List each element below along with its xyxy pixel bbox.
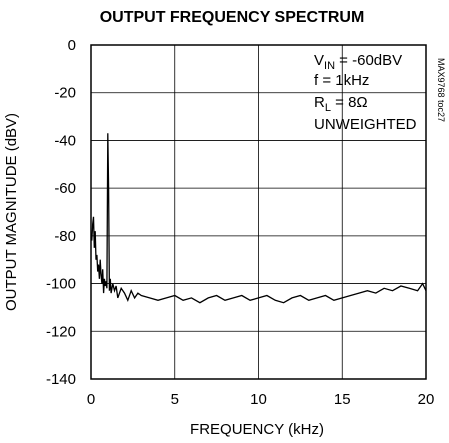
annotation-load: RL = 8Ω [314, 94, 368, 114]
annotation-vin: VIN = -60dBV [314, 52, 402, 72]
chart-title: OUTPUT FREQUENCY SPECTRUM [100, 9, 365, 26]
x-tick-label: 0 [87, 391, 95, 408]
spectrum-series-line [91, 133, 427, 304]
x-tick-label: 10 [250, 391, 267, 408]
annotation-frequency: f = 1kHz [314, 72, 369, 89]
y-tick-label: -80 [54, 228, 76, 245]
y-tick-label: 0 [68, 37, 76, 54]
y-tick-label: -40 [54, 132, 76, 149]
y-tick-label: -120 [46, 323, 76, 340]
grid-lines [91, 45, 426, 379]
x-tick-label: 5 [171, 391, 179, 408]
y-axis-label: OUTPUT MAGNITUDE (dBV) [3, 113, 20, 311]
x-axis-label: FREQUENCY (kHz) [190, 421, 324, 438]
figure-tag: MAX9768 toc27 [436, 58, 446, 122]
annotation-weighting: UNWEIGHTED [314, 116, 417, 133]
y-tick-label: -100 [46, 276, 76, 293]
y-tick-label: -60 [54, 180, 76, 197]
x-tick-labels: 0 5 10 15 20 [87, 391, 435, 408]
y-tick-label: -20 [54, 85, 76, 102]
y-tick-label: -140 [46, 371, 76, 388]
conditions-annotation: VIN = -60dBV f = 1kHz RL = 8Ω UNWEIGHTED [314, 52, 417, 133]
x-tick-label: 15 [334, 391, 351, 408]
x-tick-label: 20 [418, 391, 435, 408]
plot-frame [90, 44, 427, 380]
y-tick-labels: 0 -20 -40 -60 -80 -100 -120 -140 [46, 37, 76, 388]
